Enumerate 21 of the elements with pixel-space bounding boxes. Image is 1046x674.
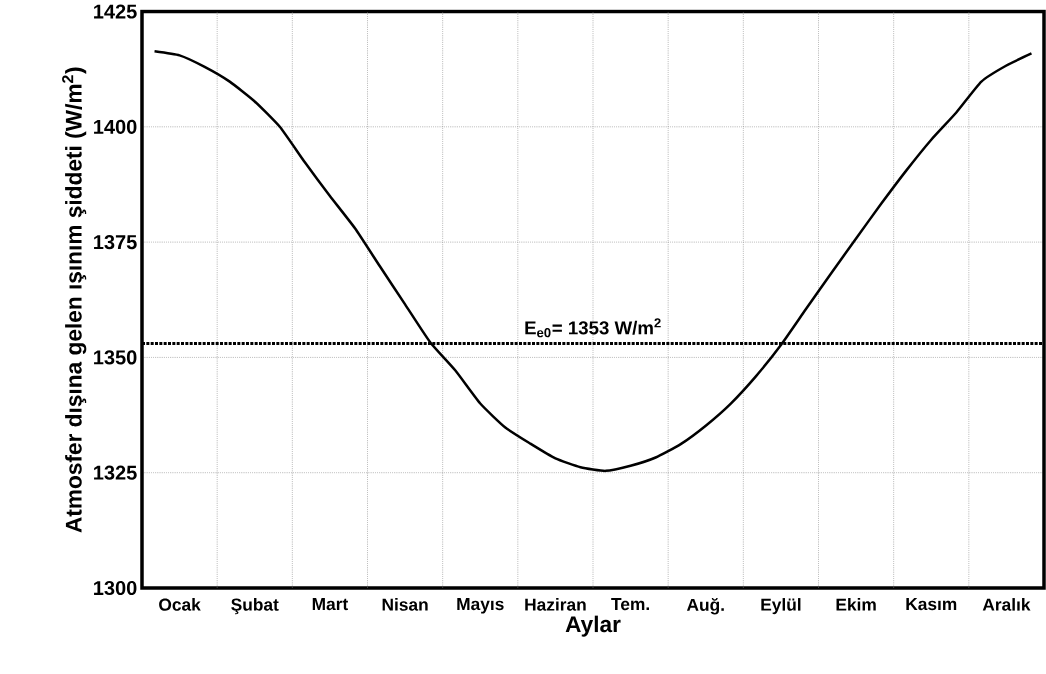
x-tick-label: Mart	[312, 598, 348, 611]
y-tick-label: 1375	[94, 235, 137, 250]
x-tick-label: Eylül	[761, 598, 801, 615]
x-tick-label: Nisan	[382, 598, 428, 611]
y-tick-label: 1325	[94, 465, 137, 480]
y-axis-title: Atmosfer dışına gelen ışınım şiddeti (W/m$^{2}$)	[62, 67, 87, 533]
x-tick-label: Ocak	[159, 598, 201, 611]
x-tick-label: Auğ.	[686, 598, 724, 615]
y-tick-label: 1300	[94, 580, 137, 596]
x-tick-label: Aralık	[982, 598, 1031, 611]
ref-line-label: E$_{e0}$= 1353 W/m$^{2}$	[525, 318, 661, 338]
x-tick-label: Ekim	[836, 598, 876, 611]
x-tick-label: Tem.	[611, 598, 649, 611]
y-tick-label: 1425	[94, 4, 137, 19]
x-tick-label: Haziran	[525, 598, 586, 611]
x-tick-label: Mayıs	[457, 598, 504, 614]
y-tick-label: 1350	[94, 350, 137, 365]
x-tick-label: Şubat	[231, 598, 279, 615]
y-tick-label: 1400	[94, 119, 137, 134]
x-tick-label: Kasım	[906, 598, 957, 611]
x-axis-title: Aylar	[565, 615, 621, 637]
